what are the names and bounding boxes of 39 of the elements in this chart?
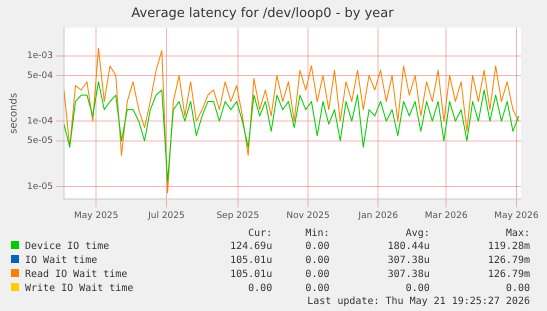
text: 124.69u xyxy=(229,240,272,254)
x-tick-label: Sep 2025 xyxy=(216,210,260,221)
legend-label: Write IO Wait time xyxy=(24,282,134,296)
text: 0.00 xyxy=(304,254,330,268)
chart-title: Average latency for /dev/loop0 - by year xyxy=(131,6,394,22)
text: 0.00 xyxy=(404,282,430,296)
text: Avg: xyxy=(404,228,430,240)
text: 0.00 xyxy=(247,282,272,296)
y-tick-label: 1e-05 xyxy=(26,182,53,192)
legend-label: Read IO Wait time xyxy=(24,268,128,282)
text: 0.00 xyxy=(304,240,330,254)
x-tick-label: Jul 2025 xyxy=(147,210,185,221)
text: 180.44u xyxy=(386,240,430,254)
text: Cur: xyxy=(247,228,272,240)
text: 105.01u xyxy=(229,268,272,282)
text: 0.00 xyxy=(304,282,330,296)
y-axis-title: seconds xyxy=(8,92,20,134)
text: 307.38u xyxy=(386,268,430,282)
x-tick-label: Nov 2025 xyxy=(286,210,330,221)
y-tick-label: 5e-05 xyxy=(26,136,53,146)
legend-label: IO Wait time xyxy=(24,254,98,268)
text: 0.00 xyxy=(304,268,330,282)
text: 105.01u xyxy=(229,254,272,268)
x-tick-label: Jan 2026 xyxy=(357,210,398,221)
text: Last update: Thu May 21 19:25:27 2026 xyxy=(306,296,530,308)
text: 119.28m xyxy=(486,240,530,254)
text: 126.79m xyxy=(486,254,530,268)
x-tick-label: Mar 2026 xyxy=(424,210,468,221)
x-tick-label: May 2026 xyxy=(494,210,539,221)
text: 126.79m xyxy=(486,268,530,282)
text: 0.00 xyxy=(504,282,530,296)
y-tick-label: 5e-04 xyxy=(26,70,54,81)
legend-label: Device IO time xyxy=(24,240,110,254)
text: Min: xyxy=(304,228,330,240)
y-tick-label: 1e-04 xyxy=(26,116,54,127)
text: 307.38u xyxy=(386,254,430,268)
x-tick-label: May 2025 xyxy=(74,210,118,221)
text: Max: xyxy=(504,228,530,240)
y-tick-label: 1e-03 xyxy=(26,51,53,62)
